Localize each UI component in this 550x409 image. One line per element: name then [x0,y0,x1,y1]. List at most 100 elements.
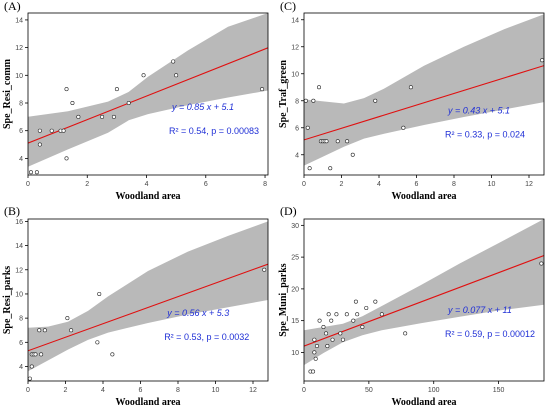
data-point [316,85,321,90]
data-point [345,139,350,144]
data-point [355,312,360,317]
regression-stats: R² = 0.33, p = 0.024 [445,129,525,139]
axis-frame [27,218,269,382]
data-point [69,328,74,333]
data-point [373,98,378,103]
data-point [61,128,66,133]
data-point [126,101,131,106]
data-point [307,166,312,171]
data-point [37,128,42,133]
x-tick-label: 2 [340,181,344,188]
x-tick-label: 0 [302,181,306,188]
x-axis-label: Woodland area [115,191,180,202]
regression-equation: y = 0.077 x + 11 [447,305,512,315]
y-tick-label: 6 [19,340,23,347]
y-tick-label: 10 [291,350,299,357]
data-point [37,142,42,147]
y-axis-label: Spe_Traf_green [278,60,289,128]
data-point [335,139,340,144]
y-tick-label: 25 [291,255,299,262]
confidence-band [304,14,544,166]
y-tick-label: 12 [291,44,299,51]
y-tick-label: 8 [19,101,23,108]
y-axis-label: Spe_Muni_parks [278,263,289,336]
data-point [174,73,179,78]
x-tick-label: 6 [139,387,143,394]
y-tick-label: 4 [19,156,23,163]
data-point [171,59,176,64]
y-tick-label: 14 [291,17,299,24]
data-point [314,344,319,349]
data-point [111,114,116,119]
data-point [539,261,544,266]
y-tick-label: 15 [291,318,299,325]
data-point [334,312,339,317]
data-point [344,312,349,317]
x-axis-label: Woodland area [391,191,456,202]
panel-letter: (A) [4,0,21,13]
panel-a: 0 2 4 6 8 4 6 8 10 12 14 (A) Woodland area Spe_Resi_c… [2,0,269,202]
y-tick-label: 4 [19,364,23,371]
regression-equation: y = 0.43 x + 5.1 [447,105,510,115]
data-point [29,364,34,369]
data-point [351,318,356,323]
y-tick-label: 10 [15,291,23,298]
y-tick-label: 8 [295,98,299,105]
panel-c: 0 2 4 6 8 10 12 4 6 8 10 12 14 (C) Woodland area Spe_Tr… [278,0,545,202]
data-point [328,166,333,171]
x-tick-label: 100 [428,387,440,394]
plot-area-a [28,13,268,167]
data-point [324,139,329,144]
plot-area-c [304,14,544,166]
data-point [408,85,413,90]
x-axis-label: Woodland area [115,397,180,408]
x-tick-label: 8 [452,181,456,188]
confidence-band [304,219,544,366]
regression-stats: R² = 0.54, p = 0.00083 [169,126,259,136]
data-point [364,305,369,310]
x-tick-label: 150 [493,387,505,394]
data-point [100,114,105,119]
y-axis-label: Spe_Resi_parks [2,266,13,334]
panel-d: 0 50 100 150 10 15 20 25 30 (D) Woodland area Spe_M… [278,204,545,408]
data-point [110,352,115,357]
data-point [34,170,39,175]
data-point [64,87,69,92]
y-tick-label: 12 [15,267,23,274]
x-tick-label: 4 [145,181,149,188]
data-point [317,318,322,323]
confidence-band [28,221,268,372]
axis-frame [303,218,545,382]
regression-line [28,263,268,352]
plot-area-b [28,221,268,372]
data-point [324,331,329,336]
data-point [329,318,334,323]
data-point [70,101,75,106]
x-axis-label: Woodland area [391,397,456,408]
data-point [350,152,355,157]
y-tick-label: 14 [15,17,23,24]
regression-stats: R² = 0.53, p = 0.0032 [164,332,249,342]
x-tick-label: 50 [365,387,373,394]
data-point [403,331,408,336]
plot-area-d [304,219,544,366]
data-point [95,340,100,345]
regression-line [304,65,544,141]
data-point [262,267,267,272]
x-tick-label: 4 [101,387,105,394]
data-point [312,337,317,342]
data-point [260,87,265,92]
x-tick-label: 0 [26,181,30,188]
x-tick-label: 10 [212,387,220,394]
data-point [97,291,102,296]
x-tick-label: 10 [488,181,496,188]
axis-frame [27,12,269,176]
data-point [305,125,310,130]
regression-stats: R² = 0.59, p = 0.00012 [445,329,535,339]
data-point [33,352,38,357]
regression-line [28,47,268,144]
data-point [325,344,330,349]
x-tick-label: 2 [85,181,89,188]
data-point [76,114,81,119]
data-point [114,87,119,92]
